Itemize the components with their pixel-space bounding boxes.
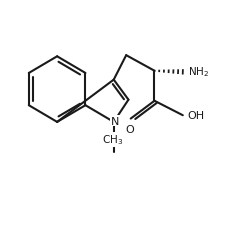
Text: CH$_3$: CH$_3$ [102,133,123,147]
Text: NH$_2$: NH$_2$ [188,64,209,78]
Text: OH: OH [187,110,204,120]
Text: O: O [125,125,133,135]
Text: N: N [110,116,119,126]
